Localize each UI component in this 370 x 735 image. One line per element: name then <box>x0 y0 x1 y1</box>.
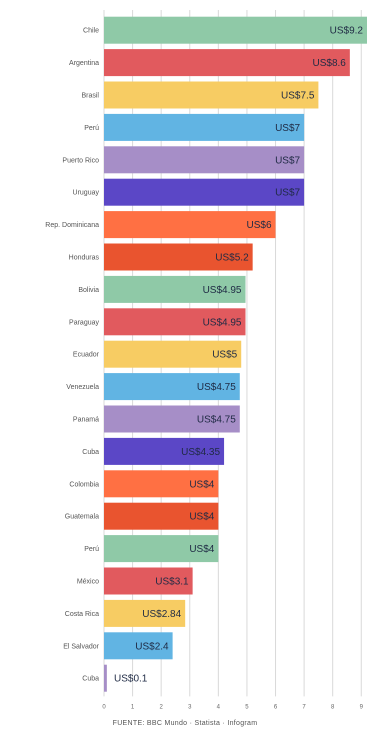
source-note: FUENTE: BBC Mundo · Statista · Infogram <box>112 720 258 727</box>
category-label: Bolivia <box>78 287 99 294</box>
x-tick-label: 6 <box>274 704 278 710</box>
x-tick-label: 1 <box>131 704 135 710</box>
category-label: Perú <box>84 125 99 132</box>
x-tick-label: 3 <box>188 704 192 710</box>
bar <box>104 664 107 692</box>
value-label: US$7.5 <box>281 91 315 102</box>
x-tick-label: 7 <box>302 704 306 710</box>
category-label: Costa Rica <box>65 611 99 618</box>
value-label: US$0.1 <box>114 674 148 685</box>
x-tick-label: 0 <box>102 704 106 710</box>
value-label: US$2.4 <box>135 641 169 652</box>
category-label: Honduras <box>69 255 100 262</box>
value-label: US$4.95 <box>203 285 242 296</box>
category-label: México <box>77 579 99 586</box>
category-label: Rep. Dominicana <box>45 222 99 229</box>
bar <box>104 405 240 433</box>
bar <box>104 275 246 303</box>
bar <box>104 373 240 401</box>
category-label: Guatemala <box>65 514 99 521</box>
bar <box>104 567 193 595</box>
category-label: Argentina <box>69 60 99 67</box>
category-label: El Salvador <box>63 643 99 650</box>
category-label: Perú <box>84 546 99 553</box>
category-label: Brasil <box>81 93 99 100</box>
value-label: US$4.75 <box>197 415 236 426</box>
value-label: US$4.75 <box>197 382 236 393</box>
bar <box>104 81 319 109</box>
x-axis-ticks: 0 1 2 3 4 5 6 7 8 9 <box>102 704 363 710</box>
bar <box>104 308 246 336</box>
bar <box>104 502 219 530</box>
x-tick-label: 9 <box>360 704 364 710</box>
value-label: US$5 <box>212 350 237 361</box>
category-label: Chile <box>83 28 99 35</box>
bar <box>104 49 350 77</box>
value-label: US$4 <box>189 479 214 490</box>
category-label: Puerto Rico <box>62 157 99 164</box>
value-label: US$7 <box>275 188 300 199</box>
category-label: Panamá <box>73 417 99 424</box>
value-label: US$4.95 <box>203 317 242 328</box>
bar <box>104 178 305 206</box>
x-tick-label: 4 <box>217 704 221 710</box>
value-label: US$4 <box>189 544 214 555</box>
category-label: Cuba <box>82 449 99 456</box>
category-label: Colombia <box>69 481 99 488</box>
bar <box>104 113 305 141</box>
bar <box>104 632 173 660</box>
bar <box>104 211 276 239</box>
value-label: US$4 <box>189 512 214 523</box>
bar <box>104 535 219 563</box>
value-label: US$8.6 <box>312 58 346 69</box>
value-label: US$7 <box>275 123 300 134</box>
value-labels: US$9.2 US$8.6 US$7.5 US$7 US$7 US$7 US$6 US$5.2… <box>114 26 363 685</box>
value-label: US$3.1 <box>155 577 189 588</box>
value-label: US$7 <box>275 155 300 166</box>
bar <box>104 340 242 368</box>
category-label: Paraguay <box>69 319 99 326</box>
bars <box>104 16 367 692</box>
bar <box>104 437 225 465</box>
category-label: Cuba <box>82 676 99 683</box>
category-label: Ecuador <box>73 352 100 359</box>
bar <box>104 599 186 627</box>
x-tick-label: 8 <box>331 704 335 710</box>
bar <box>104 16 367 44</box>
value-label: US$6 <box>247 220 272 231</box>
category-labels: Chile Argentina Brasil Perú Puerto Rico Urugu… <box>45 28 99 683</box>
value-label: US$4.35 <box>181 447 220 458</box>
bar <box>104 146 305 174</box>
x-tick-label: 2 <box>160 704 164 710</box>
value-label: US$9.2 <box>330 26 364 37</box>
category-label: Uruguay <box>73 190 100 197</box>
bar <box>104 243 253 271</box>
category-label: Venezuela <box>66 384 99 391</box>
x-tick-label: 5 <box>245 704 249 710</box>
value-label: US$2.84 <box>142 609 181 620</box>
bar <box>104 470 219 498</box>
value-label: US$5.2 <box>215 253 249 264</box>
